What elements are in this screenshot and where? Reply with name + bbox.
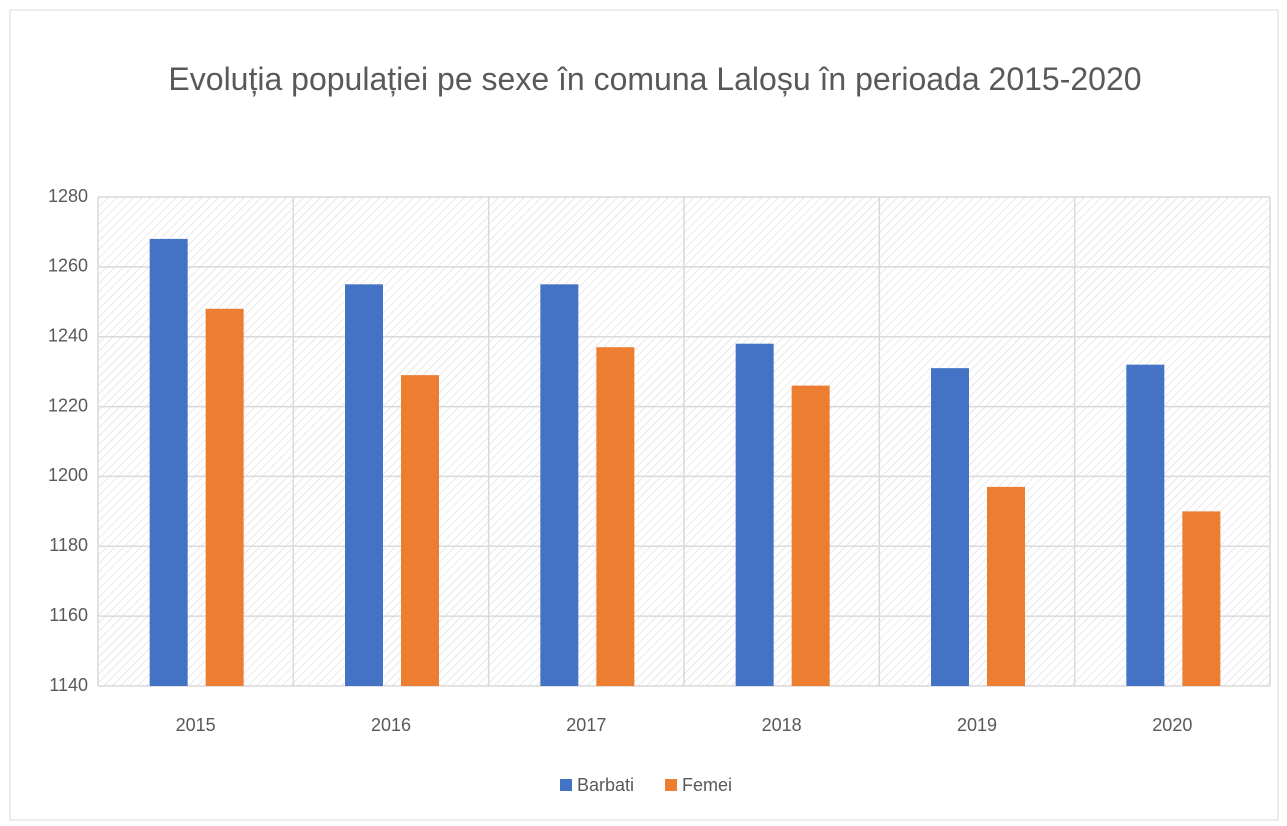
bar bbox=[345, 284, 383, 686]
x-tick-label: 2017 bbox=[566, 715, 606, 735]
x-tick-label: 2019 bbox=[957, 715, 997, 735]
y-tick-label: 1260 bbox=[48, 256, 88, 276]
y-tick-label: 1140 bbox=[49, 675, 88, 695]
chart-title: Evoluția populației pe sexe în comuna La… bbox=[168, 61, 1142, 97]
x-tick-label: 2016 bbox=[371, 715, 411, 735]
bar bbox=[401, 375, 439, 686]
bar bbox=[791, 385, 830, 686]
bar bbox=[149, 238, 188, 686]
bar bbox=[1182, 511, 1221, 686]
bar bbox=[540, 284, 579, 686]
bar bbox=[205, 308, 244, 686]
y-tick-label: 1280 bbox=[48, 186, 88, 206]
y-tick-label: 1240 bbox=[48, 325, 88, 345]
legend-label: Femei bbox=[682, 775, 732, 795]
x-tick-label: 2020 bbox=[1152, 715, 1192, 735]
bar bbox=[735, 343, 774, 686]
legend-label: Barbati bbox=[577, 775, 634, 795]
bar bbox=[1126, 364, 1165, 686]
y-tick-label: 1180 bbox=[49, 535, 88, 555]
legend-swatch bbox=[665, 779, 677, 791]
y-tick-label: 1160 bbox=[49, 605, 88, 625]
y-tick-label: 1220 bbox=[48, 395, 88, 415]
bar bbox=[596, 347, 635, 686]
legend-swatch bbox=[560, 779, 572, 791]
bar bbox=[931, 368, 969, 686]
y-tick-label: 1200 bbox=[48, 465, 88, 485]
x-tick-label: 2015 bbox=[176, 715, 216, 735]
bar bbox=[987, 486, 1025, 686]
x-tick-label: 2018 bbox=[762, 715, 802, 735]
